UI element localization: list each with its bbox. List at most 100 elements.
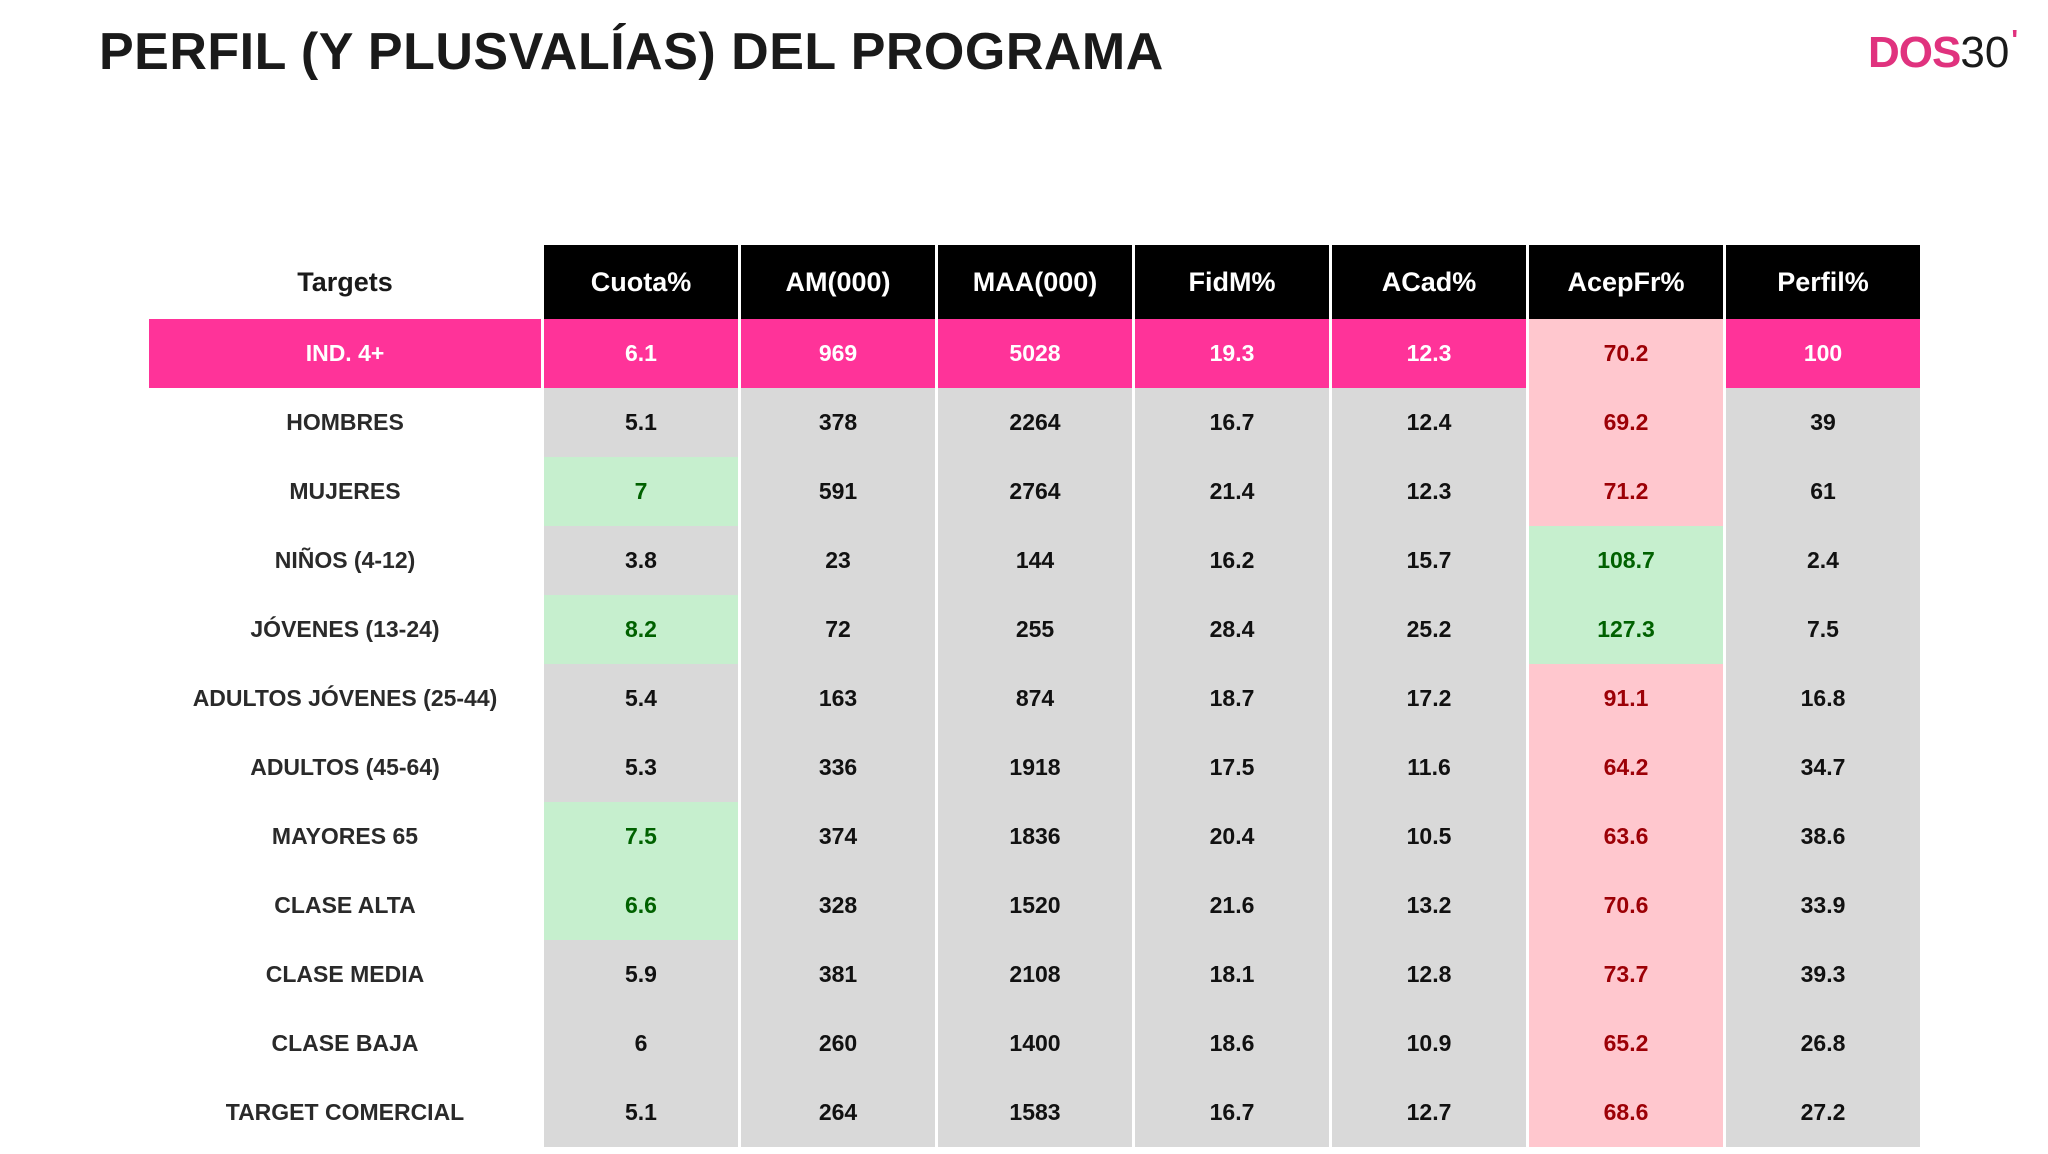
fidm-cell: 16.7	[1135, 388, 1329, 457]
page-title: PERFIL (Y PLUSVALÍAS) DEL PROGRAMA	[99, 23, 1164, 81]
cuota-cell: 5.1	[544, 388, 738, 457]
acepfr-cell: 108.7	[1529, 526, 1723, 595]
cuota-cell: 5.3	[544, 733, 738, 802]
acad-cell: 17.2	[1332, 664, 1526, 733]
maa-cell: 1836	[938, 802, 1132, 871]
table-header: Targets Cuota% AM(000) MAA(000) FidM% AC…	[149, 245, 1920, 319]
cuota-cell: 5.4	[544, 664, 738, 733]
perfil-cell: 16.8	[1726, 664, 1920, 733]
acepfr-cell: 68.6	[1529, 1078, 1723, 1147]
maa-cell: 2108	[938, 940, 1132, 1009]
maa-cell: 5028	[938, 319, 1132, 388]
target-name-cell: IND. 4+	[149, 319, 541, 388]
table-row: CLASE MEDIA 5.9 381 2108 18.1 12.8 73.7 39.3	[149, 940, 1920, 1009]
table-row: HOMBRES 5.1 378 2264 16.7 12.4 69.2 39	[149, 388, 1920, 457]
maa-cell: 2764	[938, 457, 1132, 526]
am-cell: 969	[741, 319, 935, 388]
header-maa: MAA(000)	[938, 245, 1132, 319]
perfil-cell: 100	[1726, 319, 1920, 388]
acepfr-cell: 64.2	[1529, 733, 1723, 802]
target-name-cell: TARGET COMERCIAL	[149, 1078, 541, 1147]
maa-cell: 255	[938, 595, 1132, 664]
fidm-cell: 21.6	[1135, 871, 1329, 940]
acad-cell: 15.7	[1332, 526, 1526, 595]
cuota-cell: 7.5	[544, 802, 738, 871]
target-name-cell: NIÑOS (4-12)	[149, 526, 541, 595]
am-cell: 336	[741, 733, 935, 802]
target-name-cell: HOMBRES	[149, 388, 541, 457]
cuota-cell: 8.2	[544, 595, 738, 664]
perfil-cell: 2.4	[1726, 526, 1920, 595]
table-row: ADULTOS (45-64) 5.3 336 1918 17.5 11.6 64.2 34.…	[149, 733, 1920, 802]
logo-mark: '	[2011, 24, 2018, 55]
am-cell: 23	[741, 526, 935, 595]
table-body: IND. 4+ 6.1 969 5028 19.3 12.3 70.2 100 HOMBRES 5…	[149, 319, 1920, 1147]
header-cuota: Cuota%	[544, 245, 738, 319]
acepfr-cell: 73.7	[1529, 940, 1723, 1009]
acad-cell: 10.9	[1332, 1009, 1526, 1078]
maa-cell: 1520	[938, 871, 1132, 940]
target-name-cell: CLASE MEDIA	[149, 940, 541, 1009]
table-row: CLASE BAJA 6 260 1400 18.6 10.9 65.2 26.8	[149, 1009, 1920, 1078]
fidm-cell: 17.5	[1135, 733, 1329, 802]
am-cell: 378	[741, 388, 935, 457]
target-name-cell: MUJERES	[149, 457, 541, 526]
cuota-cell: 6	[544, 1009, 738, 1078]
am-cell: 374	[741, 802, 935, 871]
target-name-cell: ADULTOS (45-64)	[149, 733, 541, 802]
fidm-cell: 19.3	[1135, 319, 1329, 388]
cuota-cell: 7	[544, 457, 738, 526]
header-acepfr: AcepFr%	[1529, 245, 1723, 319]
acad-cell: 25.2	[1332, 595, 1526, 664]
fidm-cell: 18.6	[1135, 1009, 1329, 1078]
maa-cell: 144	[938, 526, 1132, 595]
acad-cell: 12.4	[1332, 388, 1526, 457]
acad-cell: 11.6	[1332, 733, 1526, 802]
acepfr-cell: 63.6	[1529, 802, 1723, 871]
table-row: NIÑOS (4-12) 3.8 23 144 16.2 15.7 108.7 2.4	[149, 526, 1920, 595]
acepfr-cell: 71.2	[1529, 457, 1723, 526]
am-cell: 72	[741, 595, 935, 664]
fidm-cell: 20.4	[1135, 802, 1329, 871]
acepfr-cell: 69.2	[1529, 388, 1723, 457]
am-cell: 328	[741, 871, 935, 940]
target-name-cell: MAYORES 65	[149, 802, 541, 871]
header-perfil: Perfil%	[1726, 245, 1920, 319]
maa-cell: 1583	[938, 1078, 1132, 1147]
acepfr-cell: 91.1	[1529, 664, 1723, 733]
table-row: ADULTOS JÓVENES (25-44) 5.4 163 874 18.7 17.2…	[149, 664, 1920, 733]
acepfr-cell: 70.2	[1529, 319, 1723, 388]
am-cell: 381	[741, 940, 935, 1009]
target-name-cell: CLASE ALTA	[149, 871, 541, 940]
cuota-cell: 6.1	[544, 319, 738, 388]
acad-cell: 12.3	[1332, 457, 1526, 526]
logo-number-text: 30	[1960, 28, 2010, 77]
acad-cell: 12.3	[1332, 319, 1526, 388]
table-row: TARGET COMERCIAL 5.1 264 1583 16.7 12.7 68.6 27…	[149, 1078, 1920, 1147]
header-fidm: FidM%	[1135, 245, 1329, 319]
fidm-cell: 18.1	[1135, 940, 1329, 1009]
perfil-cell: 61	[1726, 457, 1920, 526]
perfil-cell: 7.5	[1726, 595, 1920, 664]
header-am: AM(000)	[741, 245, 935, 319]
perfil-cell: 34.7	[1726, 733, 1920, 802]
cuota-cell: 3.8	[544, 526, 738, 595]
acad-cell: 12.8	[1332, 940, 1526, 1009]
perfil-cell: 27.2	[1726, 1078, 1920, 1147]
maa-cell: 1918	[938, 733, 1132, 802]
target-name-cell: JÓVENES (13-24)	[149, 595, 541, 664]
header-row: Targets Cuota% AM(000) MAA(000) FidM% AC…	[149, 245, 1920, 319]
fidm-cell: 16.7	[1135, 1078, 1329, 1147]
acepfr-cell: 65.2	[1529, 1009, 1723, 1078]
target-name-cell: ADULTOS JÓVENES (25-44)	[149, 664, 541, 733]
header-acad: ACad%	[1332, 245, 1526, 319]
fidm-cell: 18.7	[1135, 664, 1329, 733]
header-targets: Targets	[149, 245, 541, 319]
perfil-cell: 39.3	[1726, 940, 1920, 1009]
am-cell: 264	[741, 1078, 935, 1147]
am-cell: 260	[741, 1009, 935, 1078]
acad-cell: 13.2	[1332, 871, 1526, 940]
profile-table: Targets Cuota% AM(000) MAA(000) FidM% AC…	[146, 245, 1923, 1147]
maa-cell: 874	[938, 664, 1132, 733]
perfil-cell: 39	[1726, 388, 1920, 457]
